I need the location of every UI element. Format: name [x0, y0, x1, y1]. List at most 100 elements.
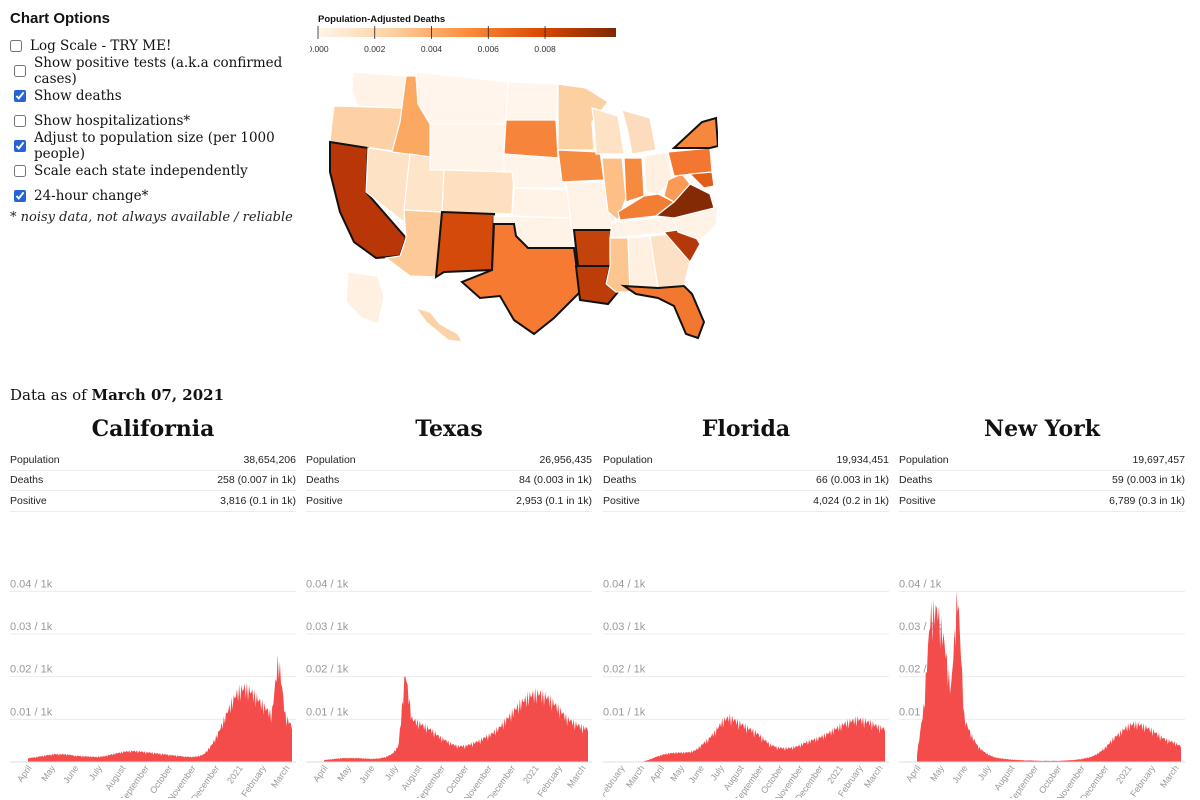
- legend-tick-label-3: 0.006: [478, 44, 500, 54]
- stat-row-deaths: Deaths 59 (0.003 in 1k): [899, 471, 1185, 491]
- stat-label-population: Population: [899, 453, 949, 466]
- option-label-6: 24-hour change*: [34, 187, 149, 204]
- state-iowa[interactable]: [557, 149, 605, 183]
- option-label-3: Show hospitalizations*: [34, 112, 191, 129]
- state-name: New York: [983, 416, 1100, 442]
- option-label-4: Adjust to population size (per 1000 peop…: [34, 129, 275, 162]
- x-tick-label-1: May: [335, 763, 353, 783]
- state-pennsylvania[interactable]: [667, 147, 713, 177]
- stat-row-population: Population 26,956,435: [306, 450, 592, 471]
- stat-label-population: Population: [306, 453, 356, 466]
- stat-label-positive: Positive: [10, 494, 47, 507]
- state-north-dakota[interactable]: [505, 81, 559, 121]
- option-2[interactable]: Show deaths: [10, 83, 310, 108]
- option-0[interactable]: Log Scale - TRY ME!: [10, 33, 310, 58]
- option-3[interactable]: Show hospitalizations*: [10, 108, 310, 133]
- deaths-chart: 0.01 / 1k0.02 / 1k0.03 / 1k0.04 / 1kApri…: [899, 578, 1185, 798]
- deaths-area: [917, 591, 1181, 762]
- state-south-dakota[interactable]: [503, 119, 559, 159]
- x-tick-label-9: 2021: [521, 763, 541, 785]
- x-tick-label-10: February: [535, 763, 564, 798]
- stat-value-population: 19,934,451: [836, 453, 889, 466]
- option-6[interactable]: 24-hour change*: [10, 183, 310, 208]
- deaths-chart: 0.01 / 1k0.02 / 1k0.03 / 1k0.04 / 1kApri…: [10, 578, 296, 798]
- y-tick-label-3: 0.04 / 1k: [899, 578, 942, 590]
- stat-row-deaths: Deaths 258 (0.007 in 1k): [10, 471, 296, 491]
- state-florida[interactable]: [620, 284, 706, 340]
- option-checkbox-1[interactable]: [14, 64, 26, 77]
- x-tick-label-11: March: [269, 763, 292, 789]
- stat-row-deaths: Deaths 66 (0.003 in 1k): [603, 471, 889, 491]
- x-tick-label-3: July: [976, 763, 994, 782]
- state-wisconsin[interactable]: [591, 107, 625, 155]
- option-1[interactable]: Show positive tests (a.k.a confirmed cas…: [10, 55, 310, 87]
- state-mississippi[interactable]: [605, 237, 631, 293]
- x-tick-label-3: July: [383, 763, 401, 782]
- x-tick-label-2: April: [648, 763, 667, 783]
- y-tick-label-0: 0.01 / 1k: [603, 706, 646, 718]
- state-name: Texas: [415, 416, 483, 442]
- state-name: California: [91, 416, 215, 442]
- as-of-date: March 07, 2021: [91, 386, 225, 404]
- state-new-york[interactable]: [671, 116, 718, 149]
- state-montana[interactable]: [415, 71, 509, 125]
- state-michigan[interactable]: [621, 109, 657, 155]
- y-tick-label-3: 0.04 / 1k: [306, 578, 349, 590]
- legend-color-scale: 0.000 0.002 0.004 0.006 0.008: [310, 26, 616, 54]
- x-tick-label-10: February: [239, 763, 268, 798]
- stat-label-deaths: Deaths: [603, 474, 637, 487]
- y-tick-label-2: 0.03 / 1k: [10, 621, 53, 633]
- state-maryland[interactable]: [688, 171, 715, 189]
- x-tick-label-4: August: [103, 763, 128, 792]
- stat-value-population: 19,697,457: [1132, 453, 1185, 466]
- option-checkbox-4[interactable]: [14, 139, 26, 152]
- x-tick-label-2: June: [357, 763, 376, 785]
- stat-value-population: 26,956,435: [539, 453, 592, 466]
- option-label-5: Scale each state independently: [34, 162, 248, 179]
- x-tick-label-13: March: [862, 763, 885, 789]
- stat-value-positive: 4,024 (0.2 in 1k): [813, 494, 889, 507]
- x-tick-label-10: February: [1128, 763, 1157, 798]
- state-texas[interactable]: [460, 223, 582, 336]
- stat-row-population: Population 19,934,451: [603, 450, 889, 471]
- option-checkbox-3[interactable]: [14, 114, 26, 127]
- option-4[interactable]: Adjust to population size (per 1000 peop…: [10, 130, 310, 162]
- option-checkbox-6[interactable]: [14, 189, 26, 202]
- state-panel-tx: Texas Population 26,956,435 Deaths 84 (0.003…: [306, 416, 592, 798]
- stat-value-deaths: 258 (0.007 in 1k): [217, 474, 296, 487]
- state-washington[interactable]: [351, 71, 407, 109]
- option-checkbox-5[interactable]: [14, 164, 26, 177]
- stat-value-deaths: 59 (0.003 in 1k): [1112, 474, 1185, 487]
- state-kansas[interactable]: [511, 187, 571, 219]
- x-tick-label-9: 2021: [225, 763, 245, 785]
- stat-label-deaths: Deaths: [306, 474, 340, 487]
- option-checkbox-2[interactable]: [14, 89, 26, 102]
- state-ohio[interactable]: [643, 151, 673, 195]
- x-tick-label-11: 2021: [825, 763, 845, 785]
- x-tick-label-9: 2021: [1114, 763, 1134, 785]
- map-legend: Population-Adjusted Deaths 0.0000.0020.0…: [310, 12, 630, 60]
- state-hawaii[interactable]: [414, 306, 464, 343]
- option-5[interactable]: Scale each state independently: [10, 158, 310, 183]
- as-of-label: Data as of: [10, 386, 92, 404]
- state-arkansas[interactable]: [572, 229, 614, 267]
- stat-label-population: Population: [10, 453, 60, 466]
- state-alaska[interactable]: [345, 271, 385, 325]
- state-indiana[interactable]: [623, 157, 645, 203]
- stat-value-deaths: 84 (0.003 in 1k): [519, 474, 592, 487]
- stat-row-population: Population 19,697,457: [899, 450, 1185, 471]
- option-checkbox-0[interactable]: [10, 39, 22, 52]
- state-illinois[interactable]: [601, 157, 627, 221]
- state-wyoming[interactable]: [429, 123, 507, 173]
- state-new-mexico[interactable]: [434, 210, 496, 279]
- stat-row-positive: Positive 6,789 (0.3 in 1k): [899, 491, 1185, 512]
- state-nebraska[interactable]: [503, 153, 567, 189]
- options-footnote: * noisy data, not always available / rel…: [10, 210, 293, 225]
- state-colorado[interactable]: [441, 169, 515, 215]
- stat-label-positive: Positive: [603, 494, 640, 507]
- stat-value-positive: 3,816 (0.1 in 1k): [220, 494, 296, 507]
- x-tick-label-1: May: [39, 763, 57, 783]
- legend-tick-label-0: 0.000: [310, 44, 329, 54]
- legend-title: Population-Adjusted Deaths: [318, 14, 446, 25]
- legend-tick-label-4: 0.008: [534, 44, 556, 54]
